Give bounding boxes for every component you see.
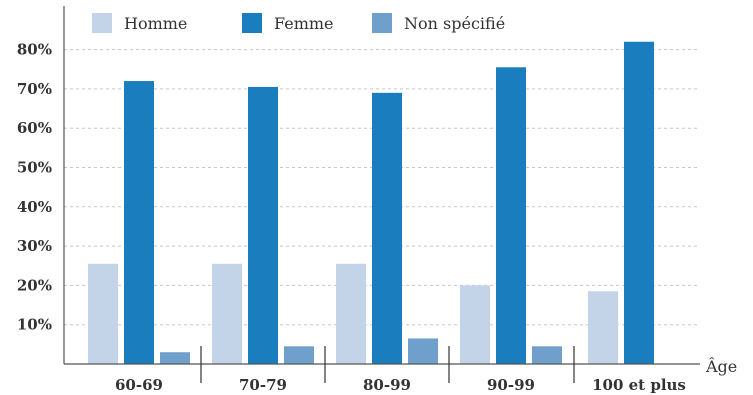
legend-label: Non spécifié <box>404 14 505 33</box>
x-tick-label: 100 et plus <box>592 376 686 394</box>
x-axis-tick-labels: 60-69 70-79 80-99 90-99 100 et plus <box>115 376 686 394</box>
bar-homme <box>588 291 618 364</box>
y-tick-label: 80% <box>17 41 52 59</box>
y-axis-ticks: 10% 20% 30% 40% 50% 60% 70% 80% <box>17 41 52 334</box>
bar-homme <box>212 263 242 364</box>
x-tick-label: 90-99 <box>487 376 535 394</box>
legend-swatch <box>242 13 262 33</box>
y-tick-label: 70% <box>17 80 52 98</box>
axes <box>63 6 700 383</box>
y-tick-label: 20% <box>17 276 52 294</box>
bar-non-sp-cifi- <box>408 338 438 364</box>
legend: Homme Femme Non spécifié <box>92 13 505 33</box>
y-tick-label: 10% <box>17 316 52 334</box>
bar-femme <box>496 67 526 364</box>
x-tick-label: 80-99 <box>363 376 411 394</box>
bar-non-sp-cifi- <box>284 346 314 364</box>
x-tick-label: 60-69 <box>115 376 163 394</box>
legend-label: Femme <box>274 14 334 33</box>
x-tick-label: 70-79 <box>239 376 287 394</box>
bar-homme <box>336 263 366 364</box>
y-tick-label: 30% <box>17 237 52 255</box>
y-tick-label: 50% <box>17 159 52 177</box>
bar-femme <box>372 92 402 364</box>
y-tick-label: 60% <box>17 119 52 137</box>
bar-non-sp-cifi- <box>532 346 562 364</box>
bar-homme <box>460 285 490 364</box>
x-axis-title: Âge <box>705 356 737 376</box>
bar-femme <box>624 41 654 365</box>
legend-label: Homme <box>124 14 187 33</box>
legend-swatch <box>92 13 112 33</box>
bar-femme <box>248 86 278 364</box>
bar-femme <box>124 81 154 364</box>
y-tick-label: 40% <box>17 198 52 216</box>
legend-swatch <box>372 13 392 33</box>
bar-homme <box>88 263 118 364</box>
bar-non-sp-cifi- <box>160 352 190 364</box>
bars <box>88 41 654 365</box>
